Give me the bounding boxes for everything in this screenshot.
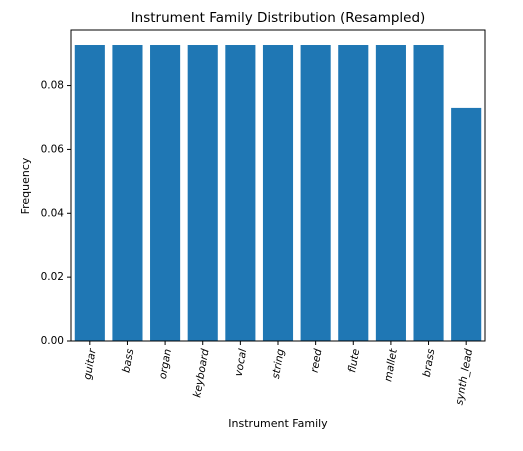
x-tick-label-flute: flute bbox=[346, 348, 362, 374]
x-axis-label: Instrument Family bbox=[228, 417, 328, 430]
x-tick-label-keyboard: keyboard bbox=[191, 348, 211, 399]
x-tick-label-mallet: mallet bbox=[382, 347, 400, 383]
x-axis-ticks: guitar bass organ keyboard vocal string reed fl… bbox=[82, 341, 475, 406]
chart-title: Instrument Family Distribution (Resample… bbox=[131, 10, 426, 26]
bar-synth_lead bbox=[451, 107, 482, 341]
y-tick-label-3: 0.06 bbox=[41, 143, 65, 155]
bar-organ bbox=[150, 45, 181, 341]
x-tick-label-reed: reed bbox=[309, 348, 325, 374]
bar-mallet bbox=[375, 45, 406, 341]
x-tick-label-brass: brass bbox=[421, 347, 438, 378]
bar-reed bbox=[300, 45, 331, 341]
bar-string bbox=[262, 45, 294, 341]
y-tick-label-1: 0.02 bbox=[41, 271, 64, 283]
x-tick-label-vocal: vocal bbox=[233, 348, 250, 378]
x-tick-label-bass: bass bbox=[120, 347, 136, 373]
bar-brass bbox=[413, 45, 444, 341]
x-tick-label-synth_lead: synth_lead bbox=[453, 348, 475, 406]
bar-flute bbox=[338, 45, 369, 341]
bar-bass bbox=[112, 45, 143, 341]
y-axis-label: Frequency bbox=[19, 157, 32, 214]
x-tick-label-string: string bbox=[270, 348, 287, 380]
y-tick-label-4: 0.08 bbox=[41, 80, 64, 92]
plot-frame bbox=[70, 29, 486, 342]
y-tick-label-0: 0.00 bbox=[41, 335, 64, 347]
x-tick-label-organ: organ bbox=[157, 348, 174, 380]
x-tick-label-guitar: guitar bbox=[82, 347, 99, 380]
bars-layer bbox=[74, 45, 482, 341]
bar-keyboard bbox=[187, 45, 218, 341]
y-tick-label-2: 0.04 bbox=[41, 207, 65, 219]
bar-guitar bbox=[74, 45, 105, 341]
bar-vocal bbox=[225, 45, 256, 341]
y-axis-ticks: 0.00 0.02 0.04 0.06 0.08 bbox=[41, 80, 71, 347]
